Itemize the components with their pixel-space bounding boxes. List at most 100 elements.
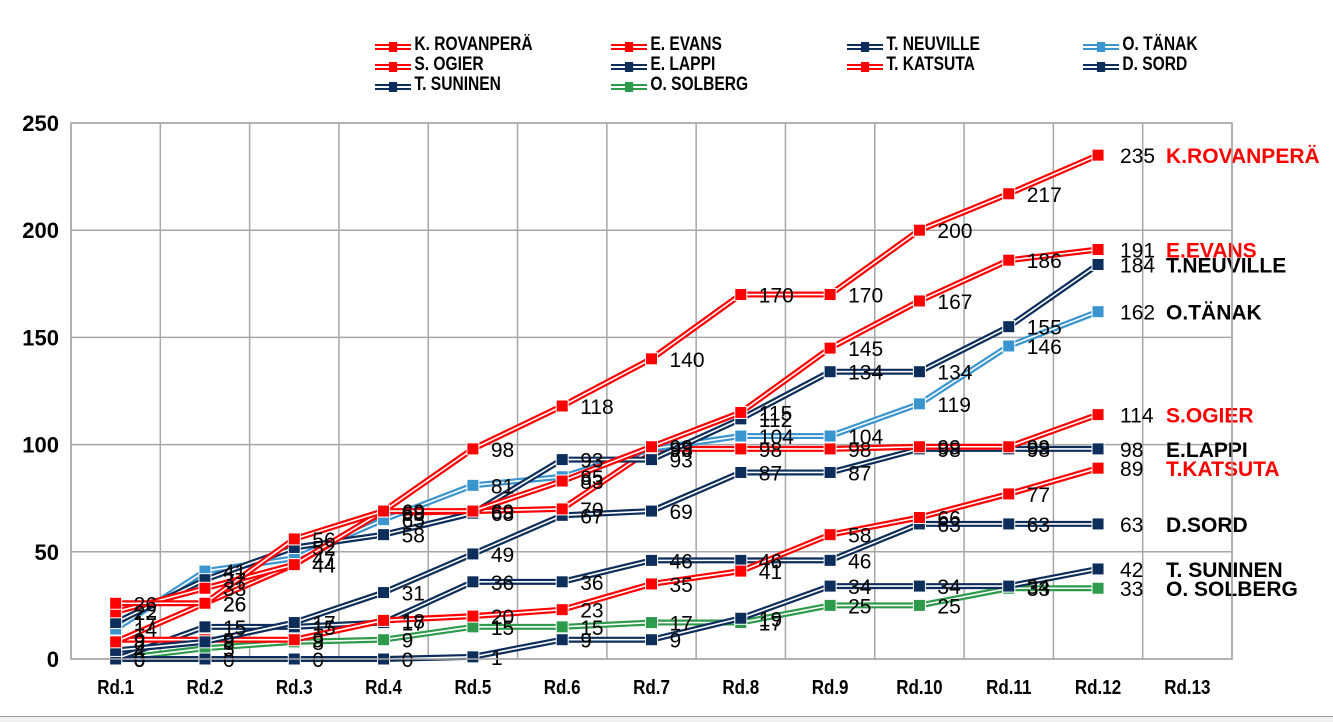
data-point-marker <box>912 397 926 411</box>
data-point-marker <box>1091 148 1105 162</box>
data-value-label: 83 <box>580 471 603 494</box>
data-value-label: 9 <box>134 630 146 653</box>
legend-item-tanak: O. TÄNAK <box>1083 34 1198 56</box>
plot-area-border <box>70 122 1233 660</box>
data-value-label: 98 <box>759 439 782 462</box>
legend-item-evans: E. EVANS <box>611 34 722 56</box>
data-point-marker <box>645 453 658 467</box>
data-value-label: 36 <box>491 572 514 595</box>
data-value-label: 85 <box>580 467 603 490</box>
data-point-marker <box>555 453 569 467</box>
data-value-label: 44 <box>312 555 336 578</box>
data-point-marker <box>1091 258 1105 272</box>
final-points-label: 89 <box>1120 458 1143 481</box>
data-value-label: 98 <box>937 439 960 462</box>
data-point-marker <box>466 575 480 589</box>
driver-end-label: T.KATSUTA <box>1166 458 1280 481</box>
data-value-label: 9 <box>312 630 324 653</box>
data-value-label: 9 <box>402 630 414 653</box>
data-value-label: 63 <box>1027 514 1050 537</box>
data-point-marker <box>734 553 748 567</box>
legend-label: E. LAPPI <box>650 54 716 75</box>
data-value-label: 46 <box>670 550 693 573</box>
data-point-marker <box>555 633 569 647</box>
data-value-label: 170 <box>848 285 883 308</box>
data-value-label: 23 <box>580 600 603 623</box>
final-points-label: 184 <box>1120 255 1155 278</box>
x-tick-label: Rd.12 <box>1075 676 1121 699</box>
final-points-label: 33 <box>1120 578 1143 601</box>
data-point-marker <box>466 609 480 623</box>
data-value-label: 9 <box>670 630 682 653</box>
data-value-label: 0 <box>402 649 414 672</box>
y-tick-label: 150 <box>22 325 59 350</box>
data-value-label: 22 <box>134 602 157 625</box>
data-value-label: 47 <box>312 548 335 571</box>
data-value-label: 34 <box>1027 576 1051 599</box>
data-point-marker <box>1091 581 1105 595</box>
data-point-marker <box>912 365 926 379</box>
data-value-label: 0 <box>134 649 146 672</box>
data-value-label: 93 <box>580 450 603 473</box>
data-value-label: 58 <box>848 525 871 548</box>
driver-end-label: D.SORD <box>1166 514 1248 537</box>
legend-label: E. EVANS <box>650 34 722 55</box>
data-value-label: 19 <box>759 608 782 631</box>
data-value-label: 134 <box>937 362 972 385</box>
data-point-marker <box>823 553 837 567</box>
data-point-marker <box>198 635 212 649</box>
data-value-label: 35 <box>670 574 693 597</box>
series-line-inner <box>115 248 1099 613</box>
data-point-marker <box>377 633 391 647</box>
driver-end-label: O.TÄNAK <box>1166 302 1262 325</box>
data-value-label: 8 <box>134 632 146 655</box>
data-value-label: 145 <box>848 338 883 361</box>
data-value-label: 63 <box>937 514 960 537</box>
data-point-marker <box>198 596 212 610</box>
data-value-label: 87 <box>848 462 871 485</box>
data-value-label: 93 <box>670 450 693 473</box>
data-value-label: 66 <box>937 507 960 530</box>
y-tick-label: 0 <box>47 647 59 672</box>
data-value-label: 77 <box>1027 484 1050 507</box>
data-value-label: 98 <box>670 439 693 462</box>
final-points-label: 42 <box>1120 559 1143 582</box>
final-points-label: 114 <box>1120 405 1154 428</box>
data-point-marker <box>645 553 658 567</box>
data-point-marker <box>287 558 301 572</box>
data-point-marker <box>912 579 926 593</box>
legend-swatch-icon <box>847 38 884 52</box>
data-value-label: 68 <box>402 503 425 526</box>
data-point-marker <box>466 504 480 518</box>
data-value-label: 15 <box>223 617 246 640</box>
data-point-marker <box>198 620 212 634</box>
data-point-marker <box>1091 461 1105 475</box>
data-value-label: 69 <box>491 501 514 524</box>
data-value-label: 15 <box>312 617 335 640</box>
data-point-marker <box>287 616 301 630</box>
data-value-label: 41 <box>759 561 782 584</box>
data-point-marker <box>912 598 926 612</box>
data-value-label: 56 <box>312 529 335 552</box>
data-value-label: 217 <box>1027 184 1062 207</box>
data-point-marker <box>823 429 837 443</box>
data-point-marker <box>734 465 748 479</box>
data-point-marker <box>1091 517 1105 531</box>
data-point-marker <box>912 294 926 308</box>
data-value-label: 98 <box>1027 439 1050 462</box>
data-point-marker <box>823 341 837 355</box>
data-point-marker <box>1002 320 1016 334</box>
data-value-label: 0 <box>134 649 146 672</box>
data-point-marker <box>823 528 837 542</box>
data-point-marker <box>1002 339 1016 353</box>
data-point-marker <box>645 633 658 647</box>
data-point-marker <box>466 547 480 561</box>
x-tick-label: Rd.5 <box>454 676 491 699</box>
data-value-label: 119 <box>937 394 970 417</box>
x-tick-label: Rd.1 <box>97 676 134 699</box>
data-point-marker <box>823 288 837 302</box>
final-points-label: 162 <box>1120 302 1155 325</box>
data-point-marker <box>555 575 569 589</box>
data-point-marker <box>287 532 301 546</box>
